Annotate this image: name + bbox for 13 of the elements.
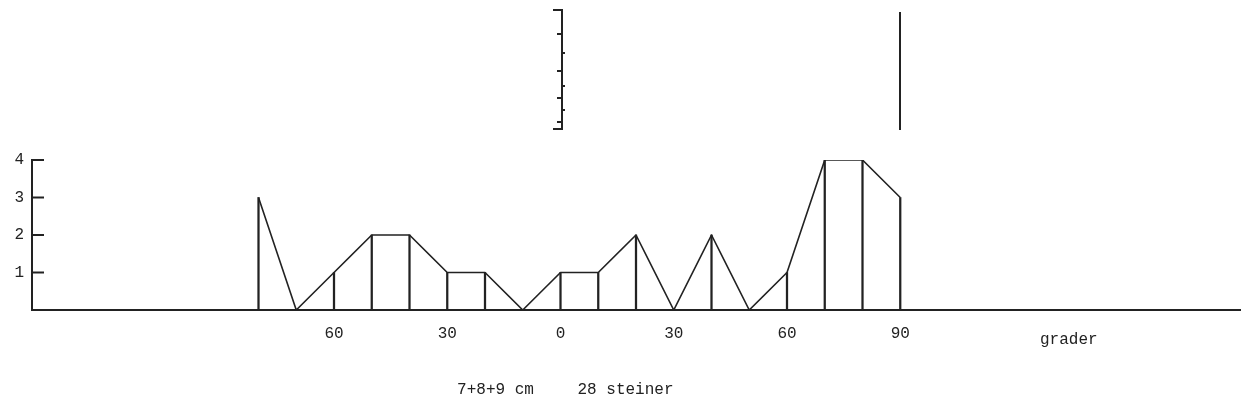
x-tick-label: 60 [324,324,344,343]
x-tick-label: 30 [437,324,457,343]
text: 7+8+9 cm [457,381,534,400]
y-tick-label: 2 [14,226,24,245]
y-tick-label: 4 [14,151,24,170]
x-tick-label: 90 [890,324,910,343]
x-tick-label: 60 [777,324,797,343]
y-tick-label: 3 [14,188,24,207]
x-axis-title: grader [1040,331,1098,350]
x-tick-label: 0 [555,324,566,343]
x-tick-label: 30 [664,324,684,343]
text: 28 steiner [577,381,674,400]
y-tick-label: 1 [14,263,24,282]
